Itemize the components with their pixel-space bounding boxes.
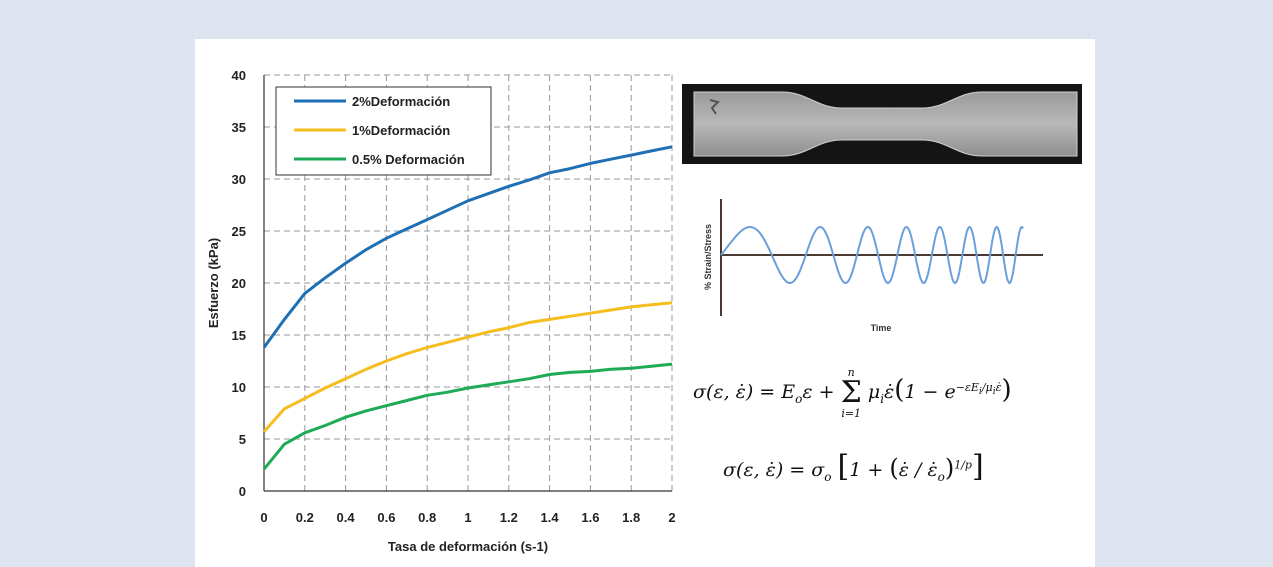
y-tick-label: 15 (232, 328, 246, 343)
x-tick-label: 0 (260, 510, 267, 525)
figure-panel: 0 0.2 0.4 0.6 0.8 1 1.2 1.4 1.6 1.8 2 0 5 10 15 20 25 30 3… (195, 39, 1095, 567)
x-tick-label: 1.2 (500, 510, 518, 525)
x-tick-label: 0.2 (296, 510, 314, 525)
inset-y-label: % Strain/Stress (703, 224, 713, 290)
equation-1: σ(ε, ε̇) = Eoε + n Σ i=1 μiε̇(1 − e−εEi/… (693, 366, 1012, 420)
equation-2: σ(ε, ε̇) = σo [1 + (ε̇ / ε̇o)1/p] (723, 449, 984, 484)
y-axis-title: Esfuerzo (kPa) (206, 238, 221, 328)
specimen-shape (693, 91, 1078, 157)
series-line (262, 362, 673, 471)
x-tick-label: 1.8 (622, 510, 640, 525)
y-tick-label: 0 (239, 484, 246, 499)
series-line (262, 301, 673, 433)
stress-strain-rate-chart: 0 0.2 0.4 0.6 0.8 1 1.2 1.4 1.6 1.8 20510152025303… (206, 68, 676, 554)
y-tick-label: 10 (232, 380, 246, 395)
x-tick-label: 1 (464, 510, 471, 525)
y-tick-label: 30 (232, 172, 246, 187)
y-tick-label: 25 (232, 224, 246, 239)
y-tick-label: 40 (232, 68, 246, 83)
x-tick-label: 2 (668, 510, 675, 525)
strain-stress-time-inset: % Strain/Stress Time (703, 199, 1043, 333)
chirp-wave-line (720, 225, 1024, 285)
x-axis-title: Tasa de deformación (s-1) (388, 539, 548, 554)
dogbone-specimen-image (693, 91, 1078, 157)
x-tick-label: 0.8 (418, 510, 436, 525)
legend-entry: 0.5% Deformación (352, 152, 465, 167)
series-line (262, 145, 673, 349)
x-tick-label: 1.4 (541, 510, 560, 525)
x-tick-label: 1.6 (581, 510, 599, 525)
x-tick-label: 0.6 (377, 510, 395, 525)
y-tick-label: 5 (239, 432, 246, 447)
x-tick-label: 0.4 (337, 510, 356, 525)
y-tick-label: 20 (232, 276, 246, 291)
specimen-mark (709, 99, 720, 115)
legend-entry: 1%Deformación (352, 123, 450, 138)
y-tick-label: 35 (232, 120, 246, 135)
specimen-photo (682, 84, 1082, 164)
inset-x-label: Time (871, 323, 892, 333)
legend-entry: 2%Deformación (352, 94, 450, 109)
